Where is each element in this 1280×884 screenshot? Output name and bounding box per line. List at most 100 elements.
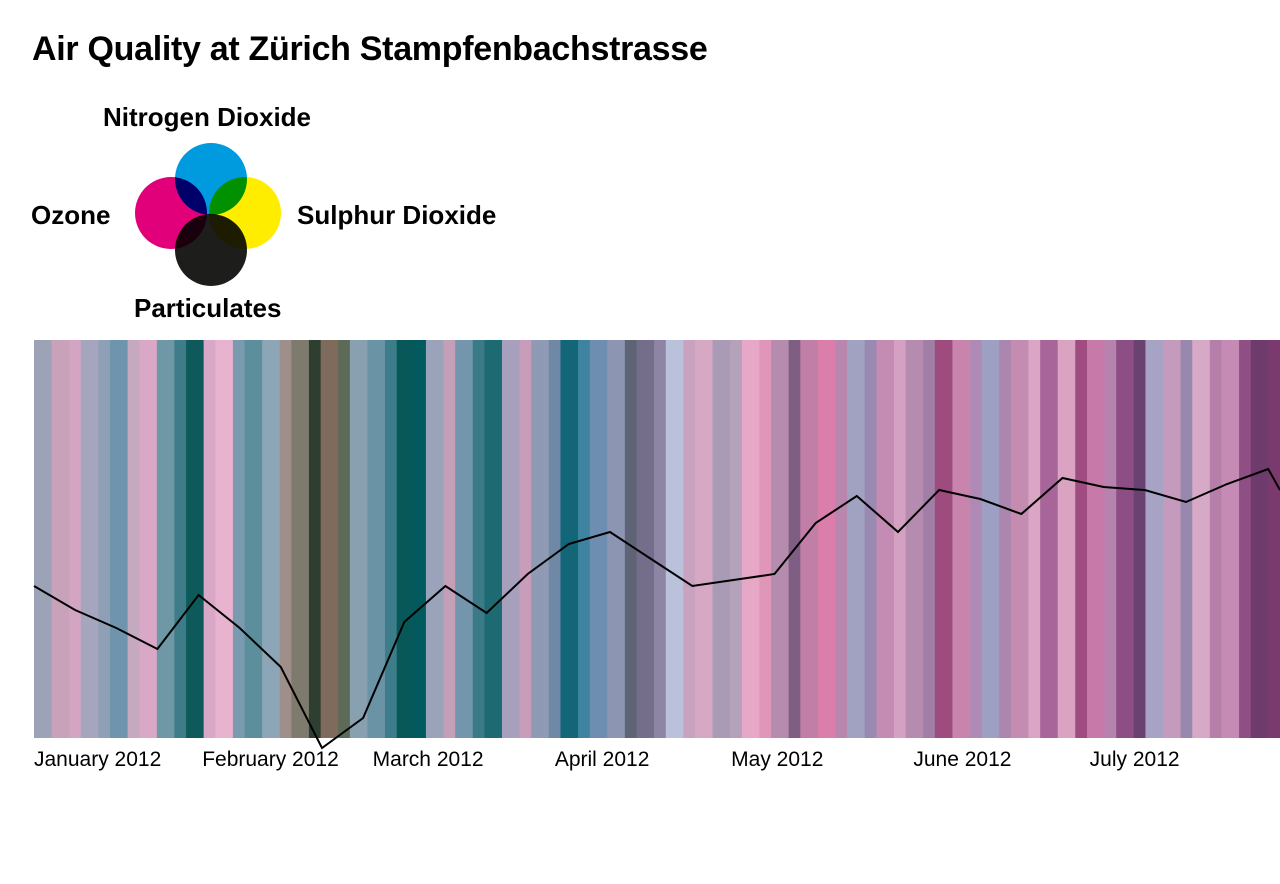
day-stripe [864, 340, 872, 738]
x-axis-ticks: January 2012 February 2012 March 2012 April… [34, 748, 1180, 771]
day-stripe [57, 340, 64, 738]
day-stripe [695, 340, 702, 738]
day-stripe [145, 340, 152, 738]
day-stripe [1016, 340, 1024, 738]
day-stripe [1145, 340, 1152, 738]
day-stripe [630, 340, 638, 738]
day-stripe [297, 340, 304, 738]
day-stripe [852, 340, 860, 738]
day-stripe [1092, 340, 1100, 738]
day-stripe [303, 340, 310, 738]
day-stripe [870, 340, 877, 738]
day-stripe [975, 340, 983, 738]
day-stripe [1034, 340, 1041, 738]
day-stripe [361, 340, 369, 738]
day-stripe [197, 340, 205, 738]
day-stripe [952, 340, 959, 738]
day-stripe [940, 340, 948, 738]
day-stripe [794, 340, 801, 738]
day-stripe [595, 340, 603, 738]
day-stripe [244, 340, 252, 738]
day-stripe [1086, 340, 1094, 738]
day-stripe [917, 340, 924, 738]
day-stripe [443, 340, 450, 738]
legend-label-sulphur-dioxide: Sulphur Dioxide [297, 200, 497, 230]
chart-title: Air Quality at Zürich Stampfenbachstrass… [32, 30, 708, 68]
day-stripe [513, 340, 521, 738]
day-stripe [215, 340, 222, 738]
day-stripe [338, 340, 345, 738]
day-stripe [899, 340, 907, 738]
day-stripe [455, 340, 462, 738]
day-stripe [1209, 340, 1217, 738]
day-stripe [712, 340, 720, 738]
day-stripe [566, 340, 573, 738]
day-stripe [69, 340, 76, 738]
day-stripe [718, 340, 725, 738]
day-stripe [461, 340, 468, 738]
day-stripe [1180, 340, 1187, 738]
day-stripe [186, 340, 193, 738]
x-tick-label: May 2012 [731, 748, 823, 771]
legend-label-ozone: Ozone [31, 200, 111, 230]
day-stripe [700, 340, 708, 738]
day-stripe [835, 340, 842, 738]
day-stripe [1262, 340, 1269, 738]
day-stripe [776, 340, 784, 738]
day-stripe [408, 340, 415, 738]
day-stripe [1116, 340, 1123, 738]
day-stripe [238, 340, 246, 738]
day-stripe [1268, 340, 1275, 738]
day-stripe [1051, 340, 1059, 738]
day-stripe [1057, 340, 1065, 738]
day-stripe [1104, 340, 1111, 738]
day-stripe [121, 340, 129, 738]
day-stripe [1133, 340, 1141, 738]
day-stripe [1069, 340, 1076, 738]
day-stripe [92, 340, 99, 738]
day-stripe [1221, 340, 1228, 738]
day-stripe [367, 340, 374, 738]
day-stripe [267, 340, 275, 738]
legend-label-nitrogen-dioxide: Nitrogen Dioxide [103, 102, 312, 132]
day-stripe [683, 340, 690, 738]
day-stripe [139, 340, 146, 738]
day-stripe [379, 340, 386, 738]
air-quality-chart: January 2012 February 2012 March 2012 April… [33, 340, 1280, 771]
x-tick-label: July 2012 [1090, 748, 1180, 771]
day-stripe [765, 340, 772, 738]
x-tick-label: June 2012 [913, 748, 1011, 771]
day-stripe [449, 340, 456, 738]
day-stripe [63, 340, 70, 738]
day-stripe [689, 340, 696, 738]
day-stripe [589, 340, 597, 738]
day-stripe [1028, 340, 1035, 738]
day-stripe [1139, 340, 1147, 738]
day-stripe [1040, 340, 1047, 738]
day-stripe [1163, 340, 1170, 738]
x-tick-label: March 2012 [373, 748, 484, 771]
day-stripe [344, 340, 351, 738]
day-stripe [823, 340, 831, 738]
day-stripe [320, 340, 328, 738]
day-stripe [893, 340, 901, 738]
day-stripe [1227, 340, 1234, 738]
day-stripe [753, 340, 760, 738]
day-stripe [1098, 340, 1106, 738]
day-stripe [51, 340, 58, 738]
day-stripe [572, 340, 579, 738]
day-stripe [888, 340, 895, 738]
day-stripe [1250, 340, 1258, 738]
day-stripe [677, 340, 684, 738]
day-stripe [964, 340, 971, 738]
day-stripe [221, 340, 228, 738]
day-stripe [1239, 340, 1246, 738]
day-stripe [1215, 340, 1223, 738]
day-stripe [735, 340, 743, 738]
day-stripe [759, 340, 766, 738]
day-stripe [788, 340, 796, 738]
day-stripe [1075, 340, 1082, 738]
day-stripe [659, 340, 667, 738]
day-stripe [654, 340, 661, 738]
day-stripe [999, 340, 1006, 738]
